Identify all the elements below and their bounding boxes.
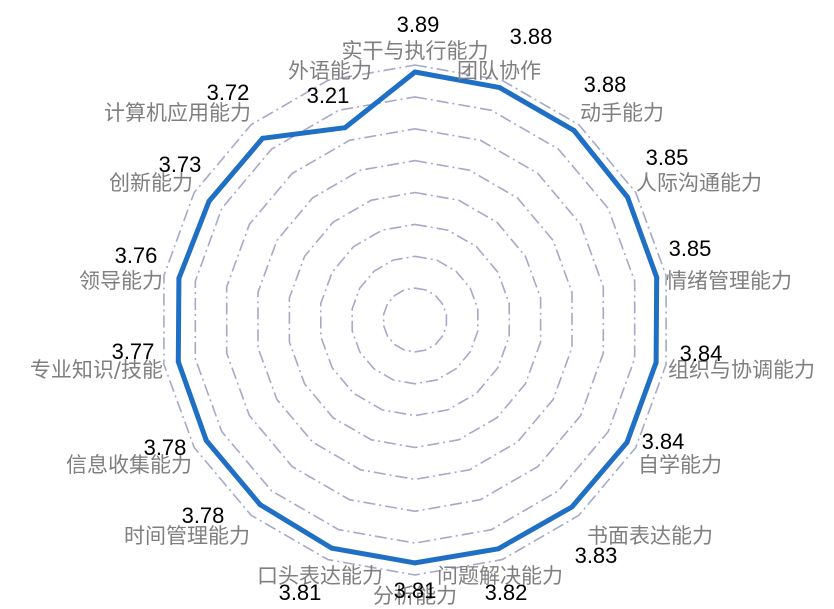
category-label: 团队协作 — [457, 59, 541, 83]
value-label: 3.21 — [307, 83, 350, 108]
value-label: 3.84 — [642, 429, 685, 454]
data-point — [203, 438, 209, 443]
category-label: 专业知识/技能 — [30, 358, 163, 382]
grid-ring — [319, 223, 511, 417]
data-point — [329, 545, 335, 551]
grid-ring — [351, 255, 479, 385]
value-label: 3.82 — [485, 580, 528, 605]
data-point — [654, 274, 660, 280]
data-point — [176, 275, 182, 281]
value-label: 3.78 — [144, 435, 187, 460]
category-label: 自学能力 — [638, 453, 722, 477]
grid-ring — [163, 64, 667, 576]
value-label: 3.81 — [279, 580, 322, 605]
value-label: 3.81 — [394, 578, 437, 603]
value-labels: 3.89 3.88 3.88 3.85 3.85 3.84 3.84 3.83 3.82 3.81… — [112, 12, 723, 605]
data-point — [175, 359, 181, 365]
grid-ring — [382, 287, 448, 353]
value-label: 3.72 — [207, 80, 250, 105]
category-label: 时间管理能力 — [124, 524, 250, 548]
data-point — [206, 198, 212, 204]
series-line — [175, 69, 660, 566]
category-label: 外语能力 — [288, 59, 372, 83]
category-label: 情绪管理能力 — [666, 269, 792, 293]
data-point — [342, 125, 348, 131]
category-label: 领导能力 — [79, 269, 163, 293]
category-label: 书面表达能力 — [587, 524, 713, 548]
grid-ring — [257, 159, 573, 481]
value-label: 3.88 — [510, 24, 553, 49]
value-label: 3.76 — [115, 243, 158, 268]
value-label: 3.73 — [159, 152, 202, 177]
value-label: 3.89 — [397, 12, 440, 37]
data-point — [497, 85, 503, 91]
value-label: 3.77 — [112, 339, 155, 364]
data-point — [624, 439, 630, 445]
grid-ring — [225, 127, 605, 513]
category-label: 问题解决能力 — [437, 564, 563, 588]
grid-ring — [288, 191, 542, 449]
value-label: 3.85 — [669, 236, 712, 261]
radar-series — [175, 69, 660, 566]
data-point — [571, 128, 577, 133]
category-label: 实干与执行能力 — [342, 39, 489, 63]
value-label: 3.84 — [680, 341, 723, 366]
data-point — [412, 69, 418, 75]
category-label: 组织与协调能力 — [668, 358, 815, 382]
value-label: 3.78 — [182, 503, 225, 528]
grid-ring — [194, 96, 636, 544]
data-point — [412, 560, 418, 566]
category-label: 动手能力 — [580, 101, 664, 125]
category-label: 信息收集能力 — [66, 453, 192, 477]
category-label: 计算机应用能力 — [104, 101, 251, 125]
category-label: 口头表达能力 — [257, 564, 383, 588]
data-point — [257, 502, 263, 508]
data-point — [625, 194, 631, 200]
category-labels: 实干与执行能力团队协作动手能力人际沟通能力情绪管理能力组织与协调能力自学能力书面… — [30, 39, 815, 608]
value-label: 3.88 — [584, 72, 627, 97]
data-point — [495, 546, 501, 552]
category-label: 分析能力 — [373, 584, 457, 608]
radar-grid — [163, 64, 667, 576]
category-label: 创新能力 — [109, 171, 193, 195]
value-label: 3.85 — [646, 145, 689, 170]
category-label: 人际沟通能力 — [636, 171, 762, 195]
data-point — [260, 135, 266, 141]
value-label: 3.83 — [575, 543, 618, 568]
data-point — [569, 504, 575, 510]
data-point — [653, 360, 659, 365]
